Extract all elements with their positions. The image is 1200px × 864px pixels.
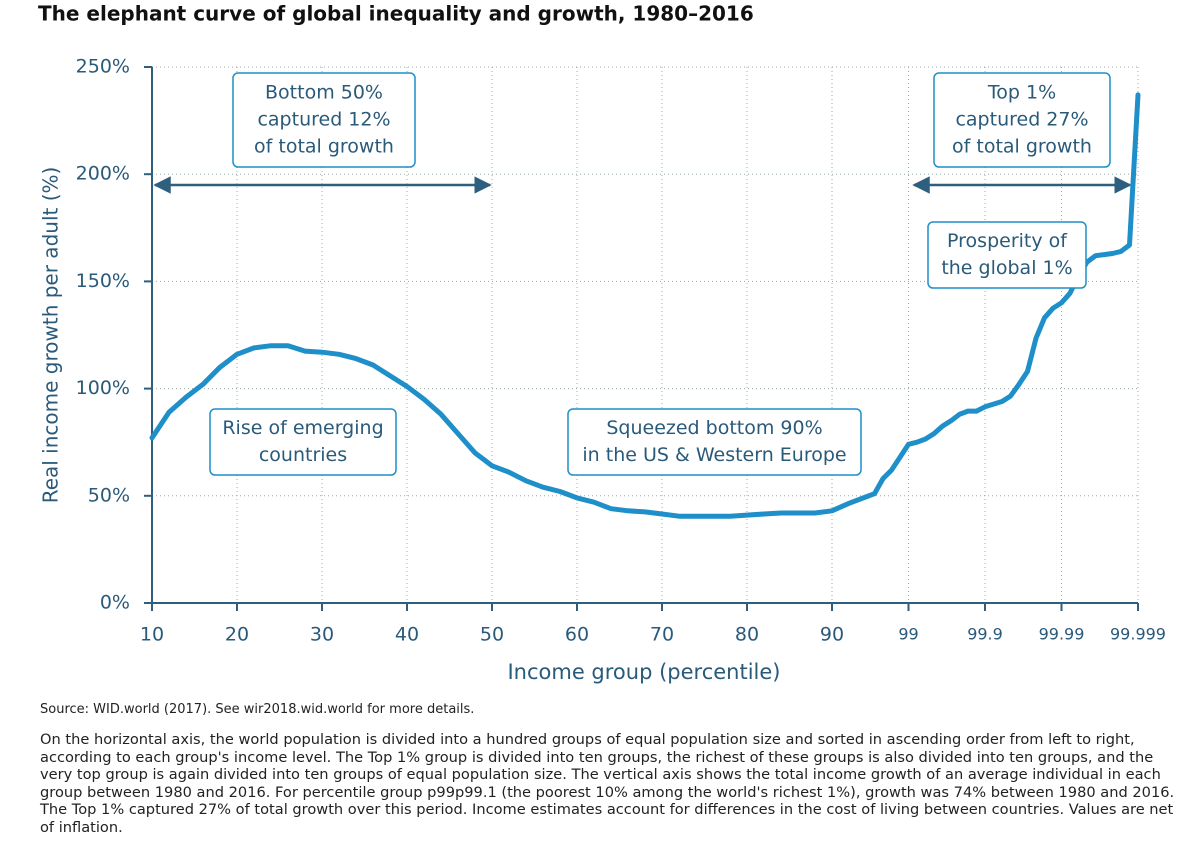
annotation-text: of total growth <box>952 136 1092 158</box>
y-tick-label: 50% <box>88 484 130 506</box>
y-tick-label: 150% <box>76 270 130 292</box>
annotation-box <box>933 72 1111 168</box>
x-tick-label: 99.99 <box>1039 625 1085 644</box>
x-tick-label: 40 <box>395 624 419 646</box>
annotation-box <box>209 408 397 476</box>
x-tick-label: 99.999 <box>1110 625 1166 644</box>
annotation-text: of total growth <box>254 136 394 158</box>
note: On the horizontal axis, the world popula… <box>40 731 1175 836</box>
x-tick-label: 80 <box>735 624 759 646</box>
y-tick-label: 0% <box>100 592 130 614</box>
x-tick-label: 70 <box>650 624 674 646</box>
annotation-text: Top 1% <box>987 82 1056 104</box>
chart-title: The elephant curve of global inequality … <box>38 2 754 26</box>
annotation-box <box>927 221 1087 289</box>
annotation-text: countries <box>259 444 347 466</box>
y-tick-label: 200% <box>76 163 130 185</box>
x-tick-label: 99 <box>898 625 918 644</box>
annotation-text: in the US & Western Europe <box>582 444 846 466</box>
annotation-text: Bottom 50% <box>265 82 383 104</box>
x-tick-label: 30 <box>310 624 334 646</box>
x-tick-label: 99.9 <box>967 625 1003 644</box>
x-tick-label: 20 <box>225 624 249 646</box>
x-tick-label: 90 <box>820 624 844 646</box>
annotation-text: Squeezed bottom 90% <box>606 417 822 439</box>
source: Source: WID.world (2017). See wir2018.wi… <box>40 702 475 717</box>
annotation-box <box>567 408 862 476</box>
x-tick-label: 10 <box>140 624 164 646</box>
annotation-text: the global 1% <box>941 257 1072 279</box>
chart: The elephant curve of global inequality … <box>38 2 1166 685</box>
data-line <box>149 92 1141 519</box>
x-axis-title: Income group (percentile) <box>507 660 780 684</box>
annotation-text: captured 27% <box>955 109 1088 131</box>
annotation-text: Prosperity of <box>947 230 1068 252</box>
annotation-text: captured 12% <box>257 109 390 131</box>
x-tick-label: 50 <box>480 624 504 646</box>
x-tick-label: 60 <box>565 624 589 646</box>
annotation-text: Rise of emerging <box>222 417 383 439</box>
y-tick-label: 100% <box>76 377 130 399</box>
y-axis-title: Real income growth per adult (%) <box>39 167 63 504</box>
y-tick-label: 250% <box>76 56 130 78</box>
annotation-box <box>232 72 416 168</box>
